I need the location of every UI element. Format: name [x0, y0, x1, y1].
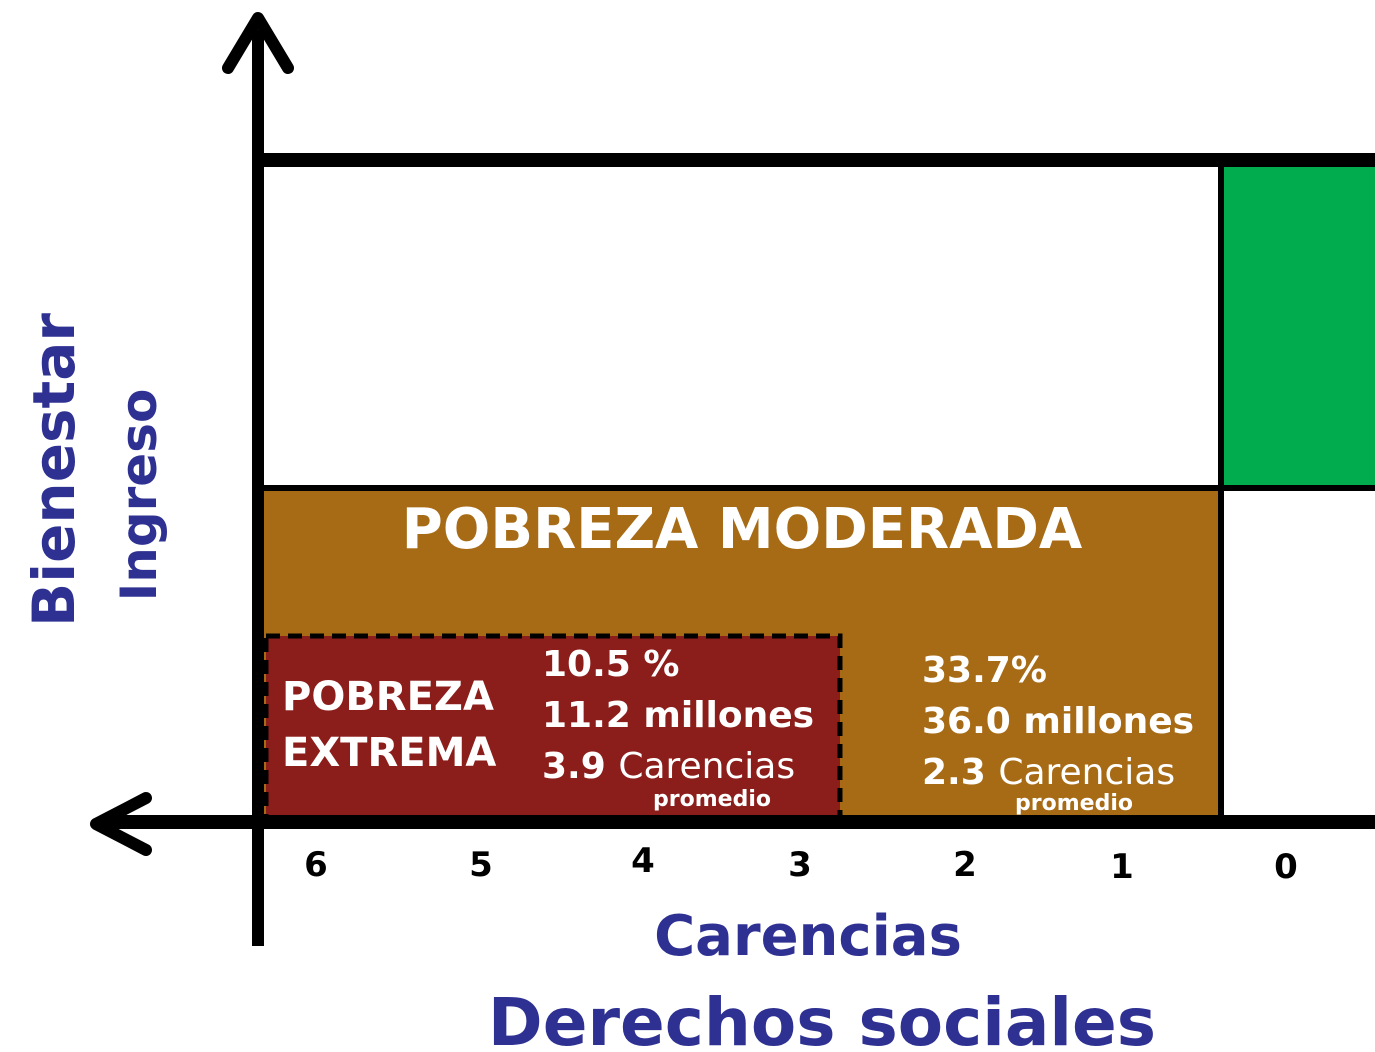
moderate-carencias-word: Carencias — [998, 752, 1175, 793]
x-tick-label: 1 — [1110, 847, 1134, 887]
green-region — [1224, 166, 1375, 486]
blank-region — [264, 166, 1220, 488]
moderate-promedio: promedio — [1015, 791, 1133, 816]
x-ticks: 6 5 4 3 2 1 0 — [304, 841, 1298, 887]
extreme-avg: 3.9 — [542, 746, 606, 787]
y-label-bienestar: Bienestar — [20, 313, 88, 627]
x-arrow — [90, 792, 152, 856]
y-label-ingreso: Ingreso — [110, 389, 168, 602]
moderate-people: 36.0 millones — [922, 701, 1194, 742]
x-tick-label: 6 — [304, 845, 328, 885]
x-label-carencias: Carencias — [654, 904, 962, 969]
extreme-carencias-word: Carencias — [618, 746, 795, 787]
x-tick-label: 0 — [1274, 847, 1298, 887]
x-tick-label: 2 — [953, 845, 977, 885]
extreme-carencias: 3.9 Carencias — [542, 746, 795, 787]
moderate-percent: 33.7% — [922, 650, 1047, 691]
x-tick-label: 4 — [631, 841, 655, 881]
y-arrow — [222, 12, 294, 74]
x-tick-label: 5 — [469, 845, 493, 885]
extreme-title-2: EXTREMA — [282, 730, 496, 776]
extreme-people: 11.2 millones — [542, 695, 814, 736]
moderate-avg: 2.3 — [922, 752, 986, 793]
extreme-promedio: promedio — [653, 787, 771, 812]
moderate-carencias: 2.3 Carencias — [922, 752, 1175, 793]
moderate-title: POBREZA MODERADA — [402, 497, 1083, 562]
x-tick-label: 3 — [788, 845, 812, 885]
extreme-percent: 10.5 % — [542, 644, 679, 685]
extreme-region — [263, 633, 843, 821]
extreme-title-1: POBREZA — [282, 674, 494, 720]
x-label-derechos: Derechos sociales — [488, 984, 1156, 1052]
